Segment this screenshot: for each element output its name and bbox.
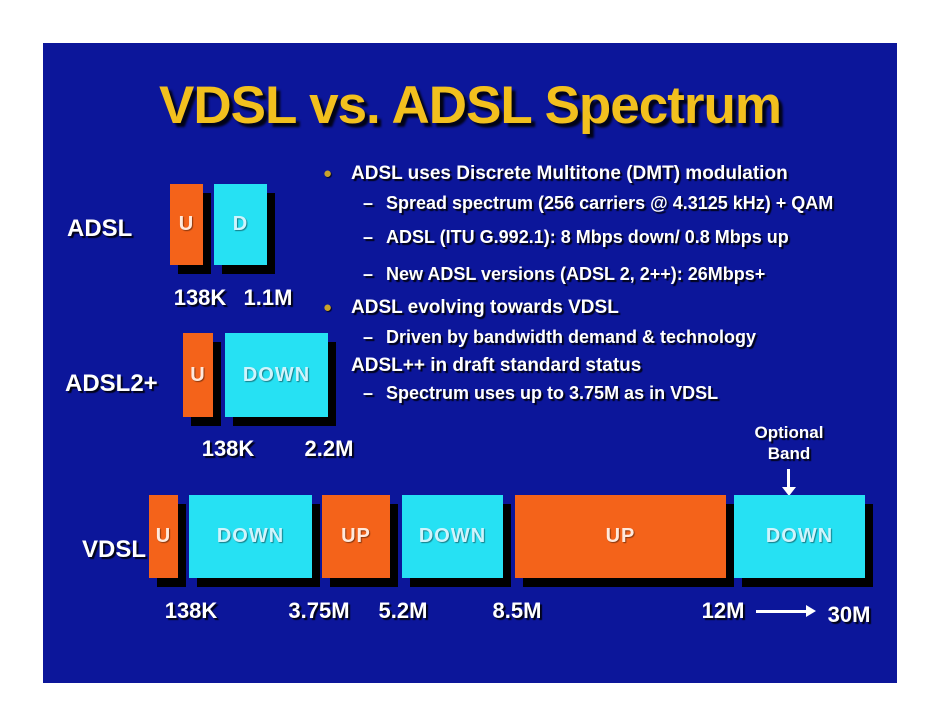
block-label: UP [605, 525, 636, 547]
freq-range-arrowhead-icon [806, 605, 816, 617]
block-label: DOWN [418, 525, 487, 547]
bullet-dot-icon: ● [323, 165, 333, 182]
freq-label-vdsl-30m: 30M [827, 602, 871, 627]
optional-band-line1: Optional [754, 423, 824, 442]
adsl2-row-label: ADSL2+ [65, 370, 158, 397]
block-label: DOWN [765, 525, 834, 547]
freq-label-adsl-138k: 138K [173, 285, 227, 310]
freq-label-vdsl-3-75m: 3.75M [288, 598, 350, 623]
bullet-line-7: ADSL++ in draft standard status [323, 355, 641, 377]
bullet-line-6: – Driven by bandwidth demand & technolog… [363, 327, 756, 348]
bullet-text: ADSL++ in draft standard status [351, 355, 642, 376]
bullet-line-8: – Spectrum uses up to 3.75M as in VDSL [363, 383, 718, 404]
optional-band-arrowhead-icon [782, 487, 796, 496]
bullet-line-5: ● ADSL evolving towards VDSL [323, 297, 619, 319]
bullet-text: ADSL uses Discrete Multitone (DMT) modul… [351, 163, 788, 184]
adsl-upstream-block: U [170, 184, 203, 265]
bullet-text: New ADSL versions (ADSL 2, 2++): 26Mbps+ [386, 264, 766, 284]
bullet-text: Spread spectrum (256 carriers @ 4.3125 k… [386, 193, 834, 213]
vdsl-upstream-block-1: U [149, 495, 178, 578]
adsl-row-label: ADSL [67, 215, 133, 242]
freq-label-adsl2-138k: 138K [201, 436, 255, 461]
block-label: U [190, 363, 206, 386]
dash-icon: – [363, 264, 374, 284]
bullet-line-2: – Spread spectrum (256 carriers @ 4.3125… [363, 193, 833, 214]
block-label: U [155, 525, 172, 547]
optional-band-line2: Band [767, 444, 811, 463]
bullet-line-1: ● ADSL uses Discrete Multitone (DMT) mod… [323, 163, 788, 185]
vdsl-upstream-block-3: UP [515, 495, 726, 578]
freq-label-vdsl-138k: 138K [164, 598, 218, 623]
dash-icon: – [363, 327, 374, 347]
block-label: U [178, 213, 195, 235]
vdsl-downstream-block-2: DOWN [402, 495, 503, 578]
optional-band-arrow-icon [787, 469, 790, 487]
freq-label-adsl2-2-2m: 2.2M [304, 436, 354, 461]
dash-icon: – [363, 227, 374, 247]
dash-icon: – [363, 193, 374, 213]
optional-band-annotation: Optional Band [739, 422, 839, 464]
bullet-text: Driven by bandwidth demand & technology [386, 327, 757, 347]
freq-label-vdsl-8-5m: 8.5M [492, 598, 542, 623]
freq-range-arrow-icon [756, 610, 806, 613]
bullet-text: ADSL (ITU G.992.1): 8 Mbps down/ 0.8 Mbp… [386, 227, 789, 247]
slide-canvas: VDSL vs. ADSL Spectrum ● ADSL uses Discr… [43, 43, 897, 683]
freq-label-adsl-1-1m: 1.1M [243, 285, 293, 310]
block-label: UP [341, 525, 371, 547]
adsl2-downstream-block: DOWN [225, 333, 328, 417]
freq-label-vdsl-12m: 12M [701, 598, 745, 623]
block-label: DOWN [216, 525, 285, 547]
block-label: DOWN [242, 363, 311, 386]
vdsl-row-label: VDSL [82, 536, 147, 563]
block-label: D [232, 213, 249, 235]
vdsl-downstream-block-1: DOWN [189, 495, 312, 578]
bullet-text: ADSL evolving towards VDSL [351, 297, 619, 318]
vdsl-upstream-block-2: UP [322, 495, 390, 578]
vdsl-downstream-block-optional: DOWN [734, 495, 865, 578]
bullet-text: Spectrum uses up to 3.75M as in VDSL [386, 383, 719, 403]
adsl-downstream-block: D [214, 184, 267, 265]
freq-label-vdsl-5-2m: 5.2M [378, 598, 428, 623]
bullet-line-3: – ADSL (ITU G.992.1): 8 Mbps down/ 0.8 M… [363, 227, 789, 248]
slide-title: VDSL vs. ADSL Spectrum [158, 76, 782, 135]
bullet-dot-icon: ● [323, 299, 333, 316]
bullet-line-4: – New ADSL versions (ADSL 2, 2++): 26Mbp… [363, 264, 765, 285]
dash-icon: – [363, 383, 374, 403]
adsl2-upstream-block: U [183, 333, 213, 417]
